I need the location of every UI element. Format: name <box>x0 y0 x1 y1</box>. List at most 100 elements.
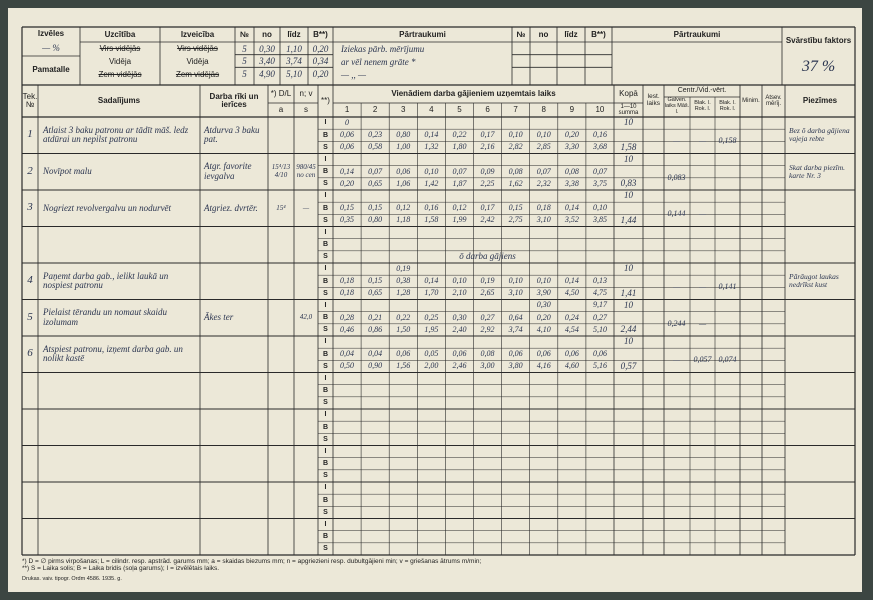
description: Paņemt darba gab., ielikt laukā un nospi… <box>43 270 169 291</box>
tools: Atdurva 3 baku pat. <box>204 124 260 145</box>
interrupt-cell: 5 <box>242 68 247 79</box>
time-cell: 0,25 <box>424 312 439 322</box>
time-cell: 0,06 <box>452 349 467 359</box>
time-cell: 0,27 <box>480 312 495 322</box>
option: Virs vidējās <box>99 44 141 54</box>
time-cell: 0,90 <box>368 361 383 371</box>
time-cell: 0,10 <box>508 130 523 140</box>
column-number: 6 <box>485 104 490 114</box>
row-code: B <box>322 350 329 358</box>
central-value: 0,244 <box>667 318 686 328</box>
column-header: № <box>240 29 249 39</box>
row-code: B <box>322 460 329 468</box>
central-value: — <box>698 136 707 146</box>
time-cell: 1,58 <box>424 215 439 225</box>
column-header: Centr./Vid.-vērt. <box>677 87 727 95</box>
time-cell: 0,15 <box>508 203 523 213</box>
time-cell: 0,19 <box>480 276 495 286</box>
column-header: Minim. <box>742 97 760 104</box>
column-number: 7 <box>513 104 518 114</box>
time-cell: 1,00 <box>396 142 411 152</box>
nv: 980/45 no cen <box>296 163 316 179</box>
description: Novīpot malu <box>43 166 92 177</box>
column-number: 3 <box>401 104 406 114</box>
label: Uzcītība <box>104 29 136 39</box>
row-code: S <box>323 508 328 516</box>
time-cell: 2,42 <box>480 215 495 225</box>
column-header: Tek. № <box>22 91 38 109</box>
printer-note: Drukas. vaiv. tipogr. Ordm 4586. 1935. g… <box>22 576 122 583</box>
interrupt-cell: 0,34 <box>312 56 329 67</box>
time-cell: 1,80 <box>452 142 467 152</box>
time-cell: 0,28 <box>340 312 355 322</box>
time-cell: 0,08 <box>508 166 523 176</box>
label: Pamatalle <box>32 65 70 75</box>
interrupt-cell: 5 <box>242 43 247 54</box>
row-code: I <box>324 155 327 163</box>
row-number: 4 <box>27 274 33 287</box>
time-cell: 0,18 <box>340 288 355 298</box>
time-cell: 3,10 <box>508 288 523 298</box>
time-cell: 2,92 <box>480 324 495 334</box>
time-cell: 0,06 <box>536 349 551 359</box>
row-code: I <box>324 119 327 127</box>
time-cell: 2,00 <box>424 361 439 371</box>
time-cell: 5,10 <box>592 324 607 334</box>
tools: Atgr. favorite ievgalva <box>204 161 252 181</box>
time-cell: 0,06 <box>396 349 411 359</box>
row-code: S <box>323 326 328 334</box>
time-cell: 0,64 <box>508 312 523 322</box>
total: 2,44 <box>620 324 637 335</box>
central-value: 0,074 <box>718 355 737 365</box>
time-cell: 0,06 <box>340 130 355 140</box>
time-cell: 2,25 <box>480 178 495 188</box>
column-header: Galven. laiks Māš. l. <box>664 97 690 115</box>
interrupt-cell: 3,74 <box>286 56 302 67</box>
central-value: 0,083 <box>667 172 686 182</box>
time-cell: 3,52 <box>564 215 579 225</box>
description: Pielaist tērandu un nomaut skaidu izolum… <box>43 307 167 327</box>
time-cell: 4,60 <box>564 361 579 371</box>
count: 10 <box>624 299 633 310</box>
option: Vidēja <box>108 57 132 67</box>
column-header: B**) <box>313 29 328 39</box>
column-number: 10 <box>595 104 605 114</box>
time-cell: 1,70 <box>424 288 439 298</box>
time-cell: 0,30 <box>452 312 467 322</box>
time-cell: 0,24 <box>564 312 579 322</box>
row-code: S <box>323 435 328 443</box>
time-cell: 1,95 <box>424 324 439 334</box>
total: 1,58 <box>620 141 637 152</box>
time-cell: 0,13 <box>592 276 607 286</box>
time-cell: 0,23 <box>368 130 383 140</box>
row-code: B <box>322 533 329 541</box>
column-number: 9 <box>569 104 575 114</box>
central-value: — <box>672 136 681 146</box>
row-code: S <box>323 253 328 261</box>
row-code: S <box>323 143 328 151</box>
count: 10 <box>624 153 633 164</box>
label: Izvēles <box>37 29 65 39</box>
note: Bez ō darba gājiena vajeja rebte <box>789 126 850 144</box>
time-cell: 1,06 <box>396 178 411 188</box>
row-number: 6 <box>27 347 33 360</box>
column-header: Pārtraukumi <box>399 29 446 39</box>
time-cell: 0,06 <box>396 166 411 176</box>
footnote: *) D = ∅ pirms virpošanas; L = cilindr. … <box>22 558 482 565</box>
column-header: no <box>538 29 549 39</box>
column-header: Piezīmes <box>802 95 838 105</box>
time-cell: 3,38 <box>564 178 579 188</box>
time-cell: 0,10 <box>452 276 467 286</box>
option: Vidēja <box>186 57 209 67</box>
time-cell: 3,90 <box>536 288 551 298</box>
row-code: S <box>323 545 328 553</box>
row-code: I <box>324 301 327 309</box>
option: Virs vidējās <box>177 44 218 54</box>
column-header: Blak. l. Rok. l. <box>694 100 711 112</box>
time-cell: 0,10 <box>536 130 551 140</box>
row-code: S <box>323 399 328 407</box>
total: 1,41 <box>620 287 637 298</box>
value: — % <box>42 42 60 53</box>
time-cell: 1,56 <box>396 361 411 371</box>
row-code: B <box>322 168 329 176</box>
